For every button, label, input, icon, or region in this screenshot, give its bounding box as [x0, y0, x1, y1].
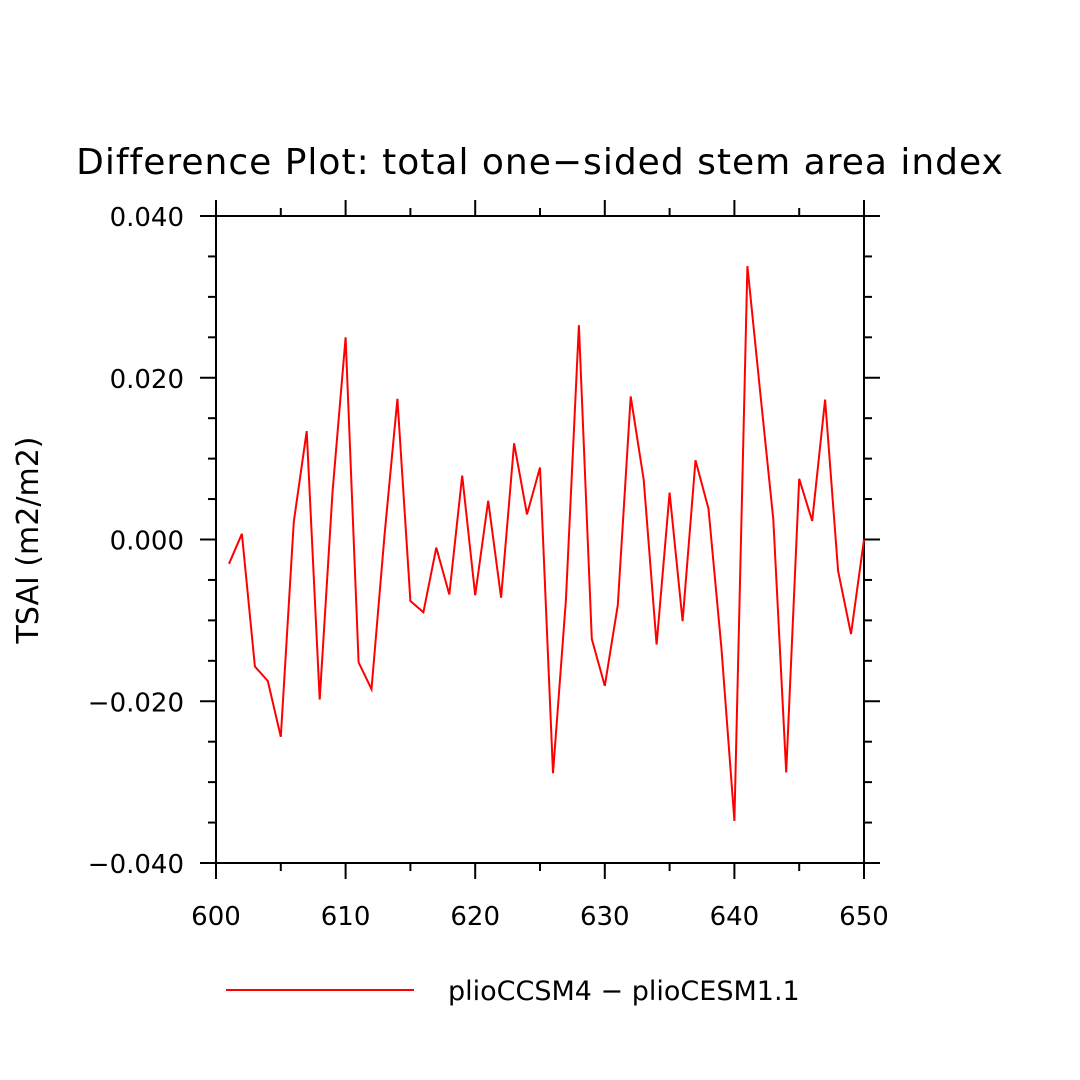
- x-tick-label: 630: [580, 902, 630, 932]
- x-tick-label: 600: [191, 902, 241, 932]
- axis-tick-labels: 600 610 620 630 640 650 −0.040 −0.020 0.000 0.020…: [88, 203, 889, 932]
- y-tick-label: −0.040: [88, 850, 184, 880]
- y-axis-label: TSAI (m2/m2): [11, 437, 46, 645]
- legend: plioCCSM4 − plioCESM1.1: [226, 976, 800, 1007]
- x-tick-label: 620: [450, 902, 500, 932]
- x-tick-label: 640: [710, 902, 760, 932]
- y-tick-label: 0.000: [110, 527, 184, 557]
- y-tick-label: −0.020: [88, 688, 184, 718]
- x-tick-label: 650: [839, 902, 889, 932]
- legend-label: plioCCSM4 − plioCESM1.1: [448, 976, 800, 1007]
- y-tick-label: 0.040: [110, 203, 184, 233]
- y-tick-label: 0.020: [110, 365, 184, 395]
- x-tick-label: 610: [321, 902, 371, 932]
- chart-title: Difference Plot: total one−sided stem ar…: [76, 142, 1004, 183]
- series-line: [228, 265, 865, 821]
- series-layer: [228, 265, 865, 821]
- plot-frame: [215, 215, 865, 864]
- axis-ticks: [200, 200, 880, 879]
